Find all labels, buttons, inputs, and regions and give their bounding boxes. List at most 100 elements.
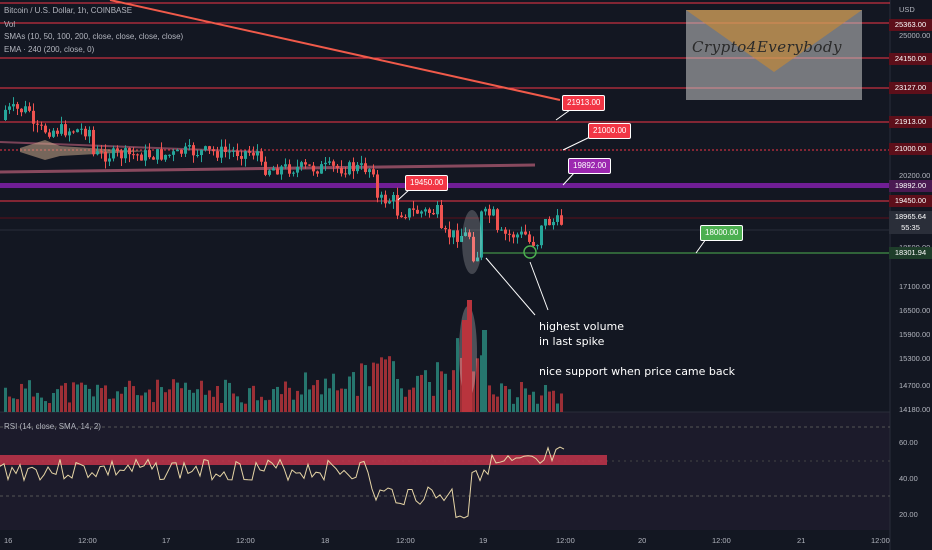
volume-bar (492, 394, 495, 412)
volume-bar (508, 389, 511, 412)
volume-bar (324, 378, 327, 412)
callout-21913[interactable]: 21913.00 (562, 95, 606, 111)
volume-bar (40, 397, 43, 412)
candle-body (20, 108, 23, 113)
candle-body (48, 132, 51, 137)
price-tag-18301: 18301.94 (889, 247, 932, 259)
time-label: 12:00 (556, 536, 575, 545)
candle-body (396, 194, 399, 216)
callout-18000[interactable]: 18000.00 (700, 225, 744, 241)
volume-bar (144, 392, 147, 412)
candle-body (92, 129, 95, 155)
candle-body (256, 151, 259, 156)
candle-body (76, 129, 79, 133)
candle-body (468, 232, 471, 237)
volume-bar (472, 371, 475, 412)
volume-bar (232, 393, 235, 412)
candle-body (232, 150, 235, 152)
time-label: 18 (321, 536, 330, 545)
candle-body (424, 209, 427, 212)
candle-body (272, 168, 275, 171)
time-label: 12:00 (871, 536, 890, 545)
rsi-legend[interactable]: RSI (14, close, SMA, 14, 2) (4, 422, 101, 431)
candle-body (472, 236, 475, 262)
volume-bar (516, 397, 519, 412)
volume-bar (116, 391, 119, 412)
candle-body (60, 124, 63, 134)
symbol-legend[interactable]: Bitcoin / U.S. Dollar, 1h, COINBASE (4, 6, 133, 15)
volume-bar (136, 395, 139, 412)
candle-body (352, 162, 355, 172)
candle-body (456, 230, 459, 242)
volume-bar (244, 403, 247, 412)
candle-body (192, 145, 195, 156)
candle-body (244, 151, 247, 159)
volume-bar (532, 391, 535, 412)
candle-body (500, 229, 503, 231)
candle-body (284, 164, 287, 167)
volume-bar (260, 396, 263, 412)
annotation-nice-support: nice support when price came back (539, 365, 736, 378)
volume-bar (304, 372, 307, 412)
volume-bar (556, 403, 559, 412)
sma-legend[interactable]: SMAs (10, 50, 100, 200, close, close, cl… (4, 32, 184, 41)
price-tag-24150: 24150.00 (889, 53, 932, 65)
candle-body (452, 230, 455, 238)
candle-body (308, 164, 311, 166)
support-touch-circle (523, 245, 537, 259)
candle-body (124, 148, 127, 159)
volume-bar (112, 398, 115, 412)
volume-bar (88, 388, 91, 412)
candle-body (108, 158, 111, 162)
volume-bar (392, 361, 395, 412)
candle-body (148, 150, 151, 158)
volume-bar (168, 389, 171, 412)
candle-body (432, 212, 435, 215)
price-tag-current: 18965.64 (889, 211, 932, 223)
volume-bar (384, 359, 387, 412)
volume-bar (24, 388, 27, 412)
candle-body (64, 124, 67, 136)
candle-body (36, 123, 39, 125)
candle-body (516, 234, 519, 238)
volume-bar (524, 388, 527, 412)
price-tick: 14700.00 (899, 381, 931, 390)
candle-body (388, 201, 391, 204)
candle-body (208, 146, 211, 150)
candle-body (344, 173, 347, 175)
candle-body (476, 257, 479, 262)
rsi-pane-background (0, 412, 890, 530)
time-label: 17 (162, 536, 171, 545)
volume-bar (176, 382, 179, 412)
ema-legend[interactable]: EMA · 240 (200, close, 0) (4, 45, 95, 54)
volume-bar (164, 392, 167, 412)
candle-body (368, 169, 371, 173)
candle-body (360, 163, 363, 165)
candle-body (28, 106, 31, 111)
candle-body (540, 225, 543, 246)
candle-body (492, 209, 495, 216)
volume-bar (4, 387, 7, 412)
volume-bar (552, 390, 555, 412)
volume-bar (192, 392, 195, 412)
volume-bar (140, 395, 143, 412)
price-tick: 25000.00 (899, 31, 931, 40)
callout-19892[interactable]: 19892.00 (568, 158, 612, 174)
volume-bar (296, 390, 299, 412)
candle-body (228, 151, 231, 153)
volume-bar (56, 389, 59, 412)
volume-bar (32, 396, 35, 412)
callout-21000[interactable]: 21000.00 (588, 123, 632, 139)
volume-bar (8, 396, 11, 412)
volume-bar (332, 373, 335, 412)
callout-19450[interactable]: 19450.00 (405, 175, 449, 191)
candle-body (340, 167, 343, 174)
candle-body (464, 232, 467, 236)
volume-bar (540, 395, 543, 412)
vol-legend[interactable]: Vol (4, 20, 16, 29)
volume-bar (436, 362, 439, 412)
candle-body (68, 131, 71, 136)
candle-body (184, 146, 187, 154)
price-tag-25363: 25363.00 (889, 19, 932, 31)
volume-bar (416, 375, 419, 412)
